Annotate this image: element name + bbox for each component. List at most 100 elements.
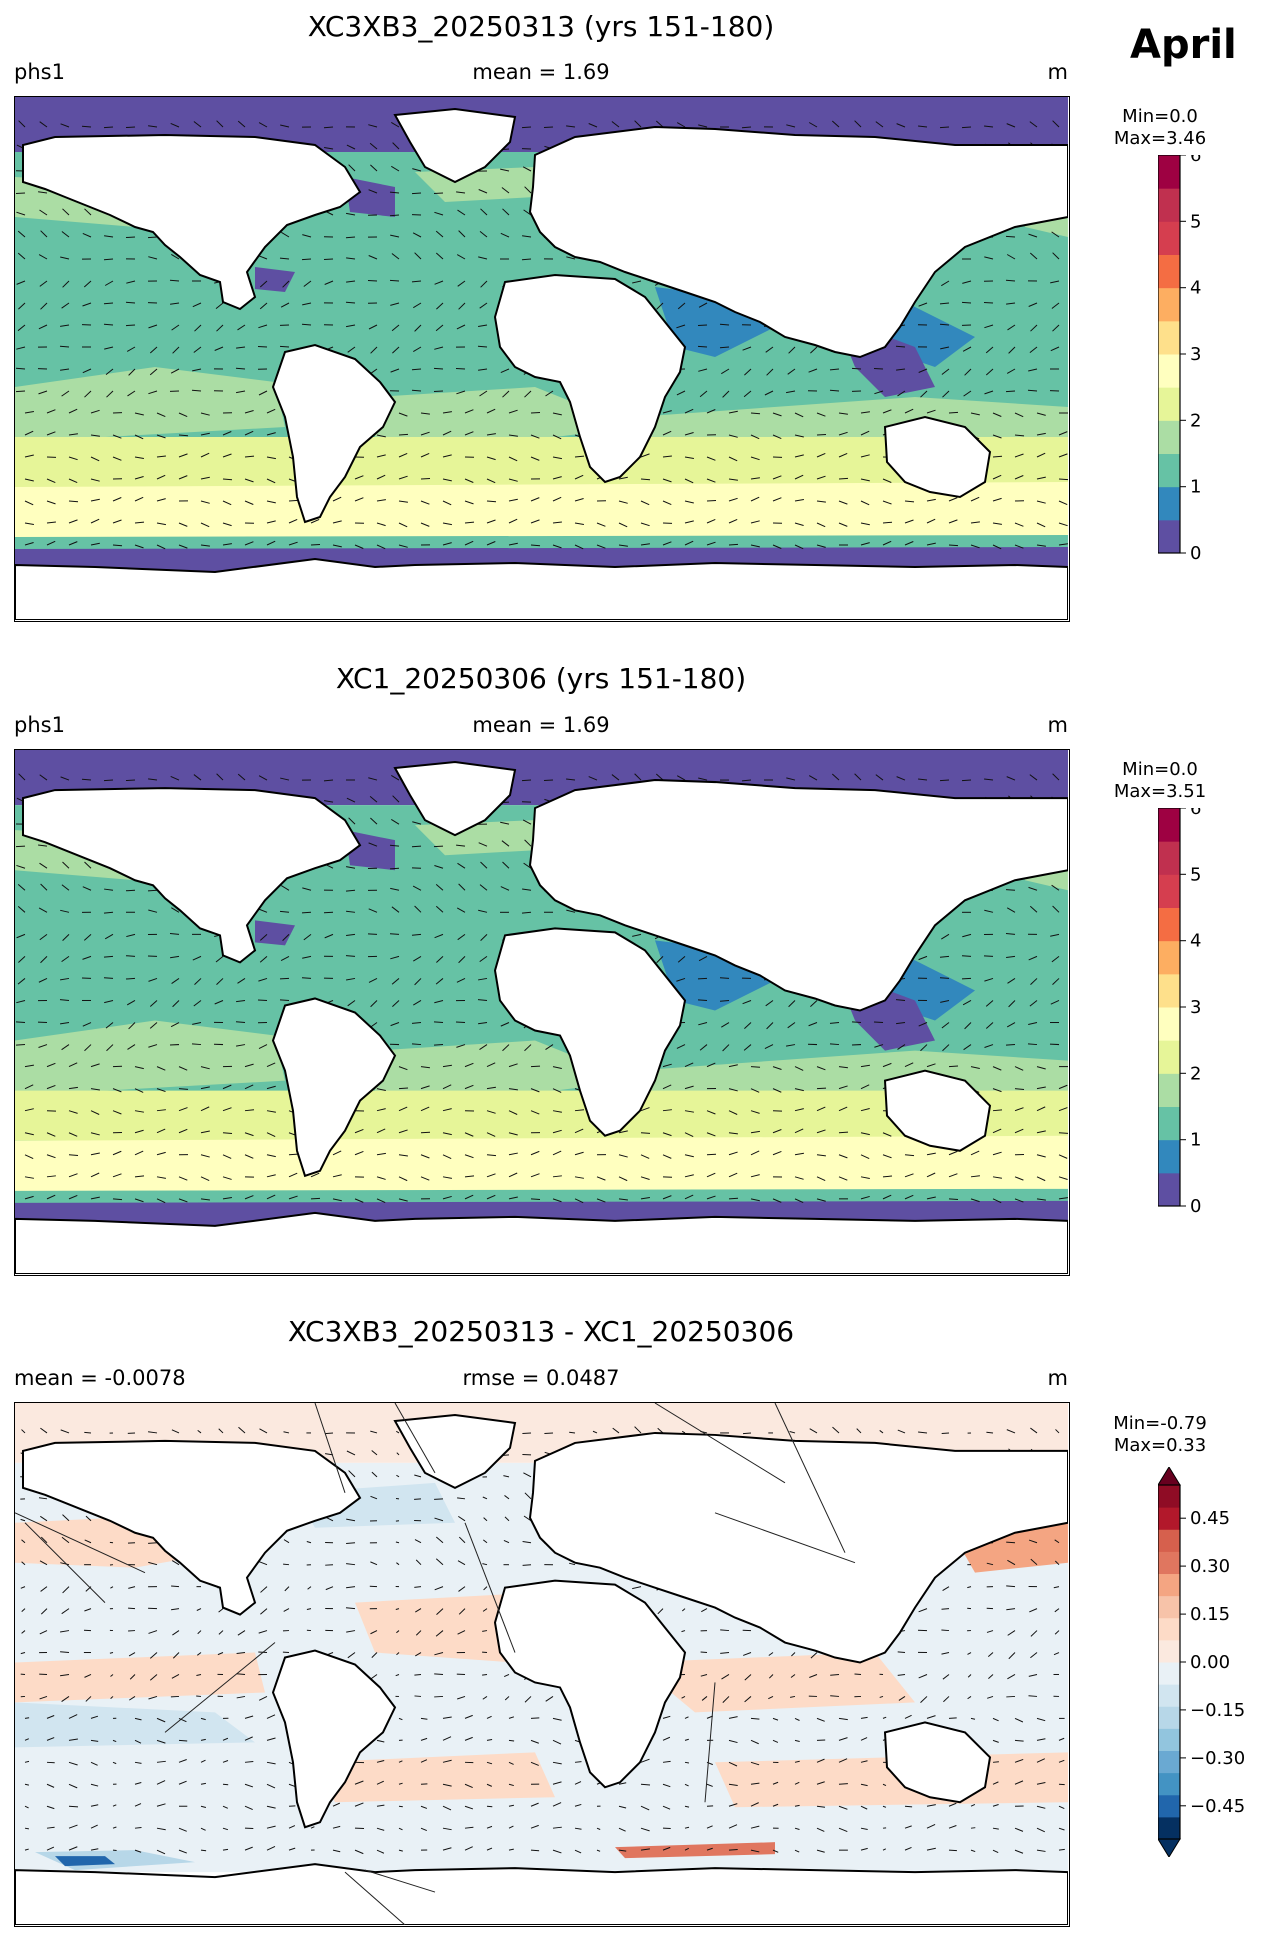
land-africa <box>493 1579 687 1789</box>
colorbar-tick-label: 2 <box>1190 410 1201 431</box>
colorbar-level <box>1158 254 1180 289</box>
panel-1-variable-label: phs1 <box>14 60 65 84</box>
panel-2-variable-label: phs1 <box>14 713 65 737</box>
panel-3-minmax: Min=-0.79 Max=0.33 <box>1090 1413 1230 1457</box>
colorbar-tick-label: 3 <box>1190 344 1201 365</box>
land-eurasia <box>528 779 1069 1012</box>
panel-2-max-label: Max=3.51 <box>1113 781 1207 802</box>
colorbar-tick-label: 2 <box>1190 1063 1201 1084</box>
contour-band <box>15 1020 285 1096</box>
colorbar-level <box>1158 874 1180 908</box>
colorbar-level <box>1158 1007 1180 1041</box>
land-australia <box>883 1069 992 1152</box>
land-australia <box>883 415 992 499</box>
colorbar-level <box>1158 1639 1180 1663</box>
land-eurasia <box>528 1431 1069 1664</box>
land-eurasia <box>528 125 1069 359</box>
colorbar-level <box>1158 1040 1180 1074</box>
colorbar-level <box>1158 1772 1180 1796</box>
colorbar-tick-label: 0.30 <box>1190 1556 1230 1577</box>
land-greenland <box>393 107 517 184</box>
colorbar-level <box>1158 519 1180 554</box>
colorbar-level <box>1158 1750 1180 1774</box>
land-antarctica <box>15 1863 1069 1926</box>
land-africa <box>493 273 687 484</box>
land-north-america <box>22 1439 362 1616</box>
colorbar-tick-label: 3 <box>1190 997 1201 1018</box>
contour-band <box>15 437 1068 487</box>
panel-1-minmax: Min=0.0 Max=3.46 <box>1090 106 1230 150</box>
contour-band <box>15 367 285 442</box>
contour-band <box>55 1856 115 1867</box>
colorbar-tick-label: 6 <box>1190 155 1201 166</box>
colorbar-level <box>1158 188 1180 222</box>
contour-band <box>15 482 1068 542</box>
panel-3-rmse-label: rmse = 0.0487 <box>462 1366 620 1390</box>
panel-2-minmax: Min=0.0 Max=3.51 <box>1090 759 1230 803</box>
colorbar-level <box>1158 1684 1180 1707</box>
colorbar-tick-label: 4 <box>1190 931 1201 952</box>
colorbar-level <box>1158 287 1180 322</box>
panel-2-map <box>14 749 1070 1276</box>
colorbar-level <box>1158 155 1180 189</box>
colorbar-level <box>1158 320 1180 355</box>
panel-1-map-canvas <box>15 97 1069 621</box>
colorbar-level <box>1158 354 1180 388</box>
colorbar-level <box>1158 907 1180 942</box>
panel-3-map <box>14 1402 1070 1927</box>
land-australia <box>883 1721 992 1804</box>
contour-band <box>15 1135 1068 1196</box>
colorbar-tick-label: 5 <box>1190 864 1201 885</box>
colorbar-level <box>1158 1794 1180 1818</box>
colorbar-tick-label: 0 <box>1190 543 1201 564</box>
contour-band <box>15 1702 255 1748</box>
panel-1-map <box>14 96 1070 622</box>
contour-band <box>15 1090 1068 1141</box>
panel-1-mean-label: mean = 1.69 <box>472 60 610 84</box>
colorbar-level <box>1158 387 1180 421</box>
panel-1-colorbar: 0 1 2 3 4 5 6 <box>1158 155 1201 564</box>
panel-1-min-label: Min=0.0 <box>1122 106 1198 127</box>
land-north-america <box>22 787 362 964</box>
colorbar-level <box>1158 973 1180 1008</box>
colorbar-tick-label: 0.15 <box>1190 1604 1230 1625</box>
colorbar-level <box>1158 1507 1180 1530</box>
colorbar-level <box>1158 1595 1180 1619</box>
colorbar-level <box>1158 1139 1180 1174</box>
colorbar-level <box>1158 1529 1180 1552</box>
colorbar-tick-label: 1 <box>1190 477 1201 498</box>
colorbar-level <box>1158 1706 1180 1729</box>
panel-2-map-canvas <box>15 750 1069 1275</box>
colorbar-tick-label: 4 <box>1190 278 1201 299</box>
panel-3-map-canvas <box>15 1403 1069 1926</box>
colorbar-extend-max <box>1158 1467 1181 1486</box>
month-label: April <box>1130 22 1237 68</box>
colorbar-level <box>1158 453 1180 488</box>
colorbar-tick-label: 5 <box>1190 211 1201 232</box>
panel-3-min-label: Min=-0.79 <box>1113 1413 1207 1434</box>
land-north-america <box>22 133 362 311</box>
colorbar-tick-label: 0.45 <box>1190 1508 1230 1529</box>
colorbar-level <box>1158 1172 1180 1207</box>
colorbar-level <box>1158 940 1180 975</box>
colorbar-level <box>1158 1106 1180 1141</box>
panel-3-mean-label: mean = -0.0078 <box>14 1366 186 1390</box>
panel-3-colorbar: 0.45 0.30 0.15 0.00 −0.15 −0.30 −0.45 <box>1158 1467 1245 1857</box>
panel-2-min-label: Min=0.0 <box>1122 759 1198 780</box>
panel-3-max-label: Max=0.33 <box>1113 1435 1207 1456</box>
colorbar-tick-label: −0.15 <box>1190 1700 1245 1721</box>
colorbar-level <box>1158 808 1180 842</box>
contour-band <box>255 267 295 292</box>
panel-2-colorbar: 0 1 2 3 4 5 6 <box>1158 808 1201 1217</box>
colorbar-level <box>1158 1485 1180 1508</box>
land-greenland <box>393 761 517 837</box>
land-south-america <box>271 997 397 1178</box>
colorbar-extend-min <box>1158 1838 1181 1857</box>
colorbar-level <box>1158 1551 1180 1575</box>
panel-1-units-label: m <box>1047 60 1068 84</box>
panel-2-units-label: m <box>1047 713 1068 737</box>
panel-3-title: XC3XB3_20250313 - XC1_20250306 <box>287 1315 795 1348</box>
colorbar-level <box>1158 221 1180 255</box>
contour-band <box>15 1652 265 1703</box>
long-vector-lines <box>15 1403 856 1926</box>
